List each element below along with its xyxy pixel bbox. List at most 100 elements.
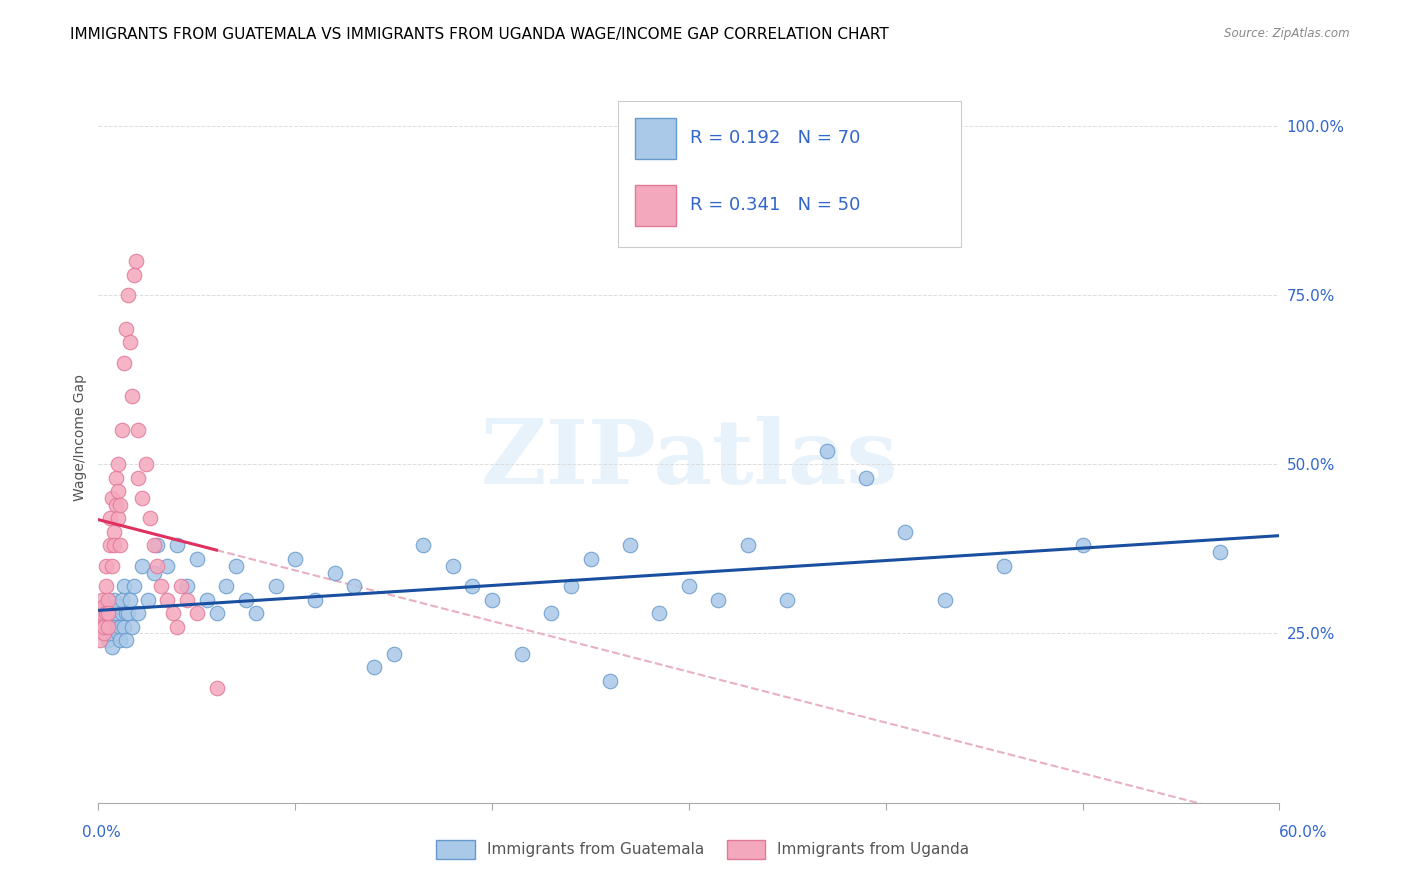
Point — [101, 640, 124, 654]
Point — [599, 673, 621, 688]
Point — [108, 633, 131, 648]
Point — [98, 606, 121, 620]
Point — [264, 579, 287, 593]
Point — [108, 538, 131, 552]
Point — [118, 592, 141, 607]
Point — [382, 647, 405, 661]
Point — [855, 471, 877, 485]
Point — [481, 592, 503, 607]
Point — [97, 606, 120, 620]
Point — [142, 538, 165, 552]
Point — [412, 538, 434, 552]
Point — [122, 579, 145, 593]
Point — [127, 423, 149, 437]
Point — [122, 268, 145, 282]
Text: ZIPatlas: ZIPatlas — [481, 416, 897, 502]
Point — [540, 606, 562, 620]
Point — [118, 335, 141, 350]
Point — [108, 498, 131, 512]
Point — [103, 524, 125, 539]
Point — [93, 626, 115, 640]
Point — [195, 592, 218, 607]
Point — [815, 443, 838, 458]
Point — [117, 606, 139, 620]
Point — [304, 592, 326, 607]
Point — [91, 613, 114, 627]
Point — [619, 538, 641, 552]
Point — [579, 552, 602, 566]
Point — [108, 620, 131, 634]
Point — [105, 471, 128, 485]
Point — [894, 524, 917, 539]
Point — [98, 511, 121, 525]
Point — [112, 579, 135, 593]
Point — [186, 606, 208, 620]
Point — [146, 538, 169, 552]
Point — [510, 647, 533, 661]
Point — [323, 566, 346, 580]
Point — [96, 579, 118, 593]
Point — [156, 558, 179, 573]
Point — [121, 389, 143, 403]
Point — [101, 558, 124, 573]
Point — [101, 620, 124, 634]
Point — [115, 606, 138, 620]
Point — [93, 626, 115, 640]
Point — [103, 538, 125, 552]
Point — [89, 613, 111, 627]
Point — [91, 620, 114, 634]
Point — [284, 552, 307, 566]
Text: Source: ZipAtlas.com: Source: ZipAtlas.com — [1225, 27, 1350, 40]
Point — [115, 322, 138, 336]
Point — [205, 681, 228, 695]
Point — [776, 592, 799, 607]
Point — [142, 566, 165, 580]
Point — [186, 552, 208, 566]
Point — [89, 633, 111, 648]
Point — [127, 606, 149, 620]
Point — [107, 599, 129, 614]
Point — [235, 592, 257, 607]
Y-axis label: Wage/Income Gap: Wage/Income Gap — [73, 374, 87, 500]
Point — [138, 511, 160, 525]
Point — [107, 457, 129, 471]
Text: 60.0%: 60.0% — [1279, 825, 1327, 839]
Point — [97, 592, 120, 607]
Point — [96, 599, 118, 614]
Point — [127, 471, 149, 485]
Point — [678, 579, 700, 593]
Point — [993, 558, 1015, 573]
Point — [101, 491, 124, 505]
Point — [136, 592, 159, 607]
Point — [225, 558, 247, 573]
Point — [96, 558, 118, 573]
Point — [93, 620, 115, 634]
Point — [146, 558, 169, 573]
Point — [170, 579, 193, 593]
Point — [111, 423, 134, 437]
Point — [105, 498, 128, 512]
Point — [131, 558, 153, 573]
Point — [461, 579, 484, 593]
Point — [176, 592, 198, 607]
Point — [96, 606, 118, 620]
Point — [245, 606, 267, 620]
Point — [97, 620, 120, 634]
Point — [1209, 545, 1232, 559]
Point — [91, 606, 114, 620]
Point — [98, 538, 121, 552]
Point — [363, 660, 385, 674]
Point — [560, 579, 582, 593]
Point — [707, 592, 730, 607]
Point — [150, 579, 173, 593]
Point — [105, 606, 128, 620]
Point — [112, 355, 135, 369]
Point — [121, 620, 143, 634]
Text: 0.0%: 0.0% — [82, 825, 121, 839]
Point — [166, 620, 188, 634]
Point — [737, 538, 759, 552]
Point — [441, 558, 464, 573]
Point — [135, 457, 157, 471]
Point — [107, 626, 129, 640]
Point — [205, 606, 228, 620]
